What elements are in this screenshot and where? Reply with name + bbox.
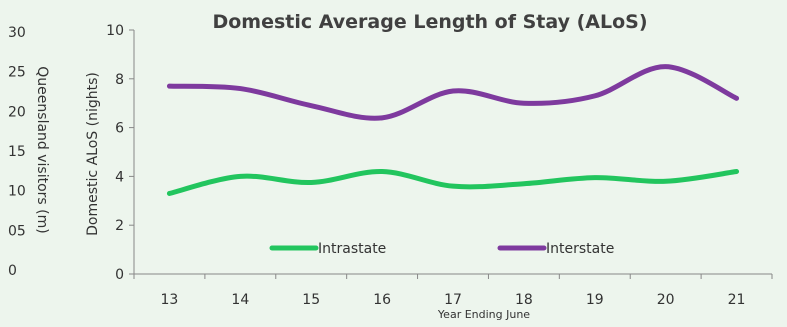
x-tick-label: 15 bbox=[302, 292, 320, 308]
y-tick-label: 4 bbox=[115, 169, 124, 185]
x-axis-label: Year Ending June bbox=[437, 308, 530, 321]
x-tick-label: 14 bbox=[231, 292, 249, 308]
secondary-y-tick-label: 10 bbox=[8, 184, 26, 200]
legend-label-intrastate: Intrastate bbox=[318, 241, 386, 257]
chart-title: Domestic Average Length of Stay (ALoS) bbox=[212, 11, 647, 33]
axes: 0 2 4 6 8 10 0 05 10 15 20 25 30 13 14 15 16 17 18 19 20 21 bbox=[8, 23, 773, 308]
y-tick-label: 0 bbox=[115, 267, 124, 283]
secondary-y-tick-label: 15 bbox=[8, 144, 26, 160]
x-tick-label: 16 bbox=[373, 292, 391, 308]
x-tick-label: 19 bbox=[586, 292, 604, 308]
y-tick-label: 10 bbox=[106, 23, 124, 39]
secondary-y-tick-label: 05 bbox=[8, 223, 26, 239]
secondary-y-tick-label: 0 bbox=[8, 263, 17, 279]
x-tick-label: 13 bbox=[161, 292, 179, 308]
secondary-y-tick-label: 25 bbox=[8, 65, 26, 81]
x-tick-label: 18 bbox=[515, 292, 533, 308]
x-tick-label: 20 bbox=[657, 292, 675, 308]
legend-label-interstate: Interstate bbox=[546, 241, 614, 257]
secondary-y-axis-label: Queensland visitors (m) bbox=[34, 66, 50, 233]
y-tick-label: 2 bbox=[115, 218, 124, 234]
series-line-intrastate bbox=[166, 169, 740, 196]
y-tick-label: 6 bbox=[115, 121, 124, 137]
series-lines bbox=[166, 64, 740, 196]
y-tick-label: 8 bbox=[115, 72, 124, 88]
secondary-y-tick-label: 20 bbox=[8, 104, 26, 120]
x-tick-label: 17 bbox=[444, 292, 462, 308]
x-tick-label: 21 bbox=[728, 292, 746, 308]
y-axis-label: Domestic ALoS (nights) bbox=[85, 72, 101, 236]
legend: Intrastate Interstate bbox=[269, 241, 614, 257]
secondary-y-tick-label: 30 bbox=[8, 25, 26, 41]
series-line-interstate bbox=[166, 64, 740, 121]
